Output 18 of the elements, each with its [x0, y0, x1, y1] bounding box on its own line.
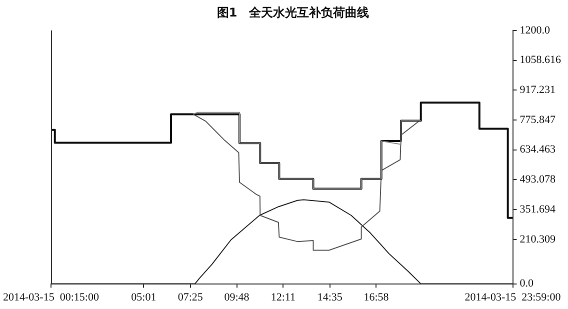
y-tick-label: 351.694 [520, 203, 556, 216]
y-tick-label: 493.078 [520, 174, 556, 186]
x-tick-label: 14:35 [317, 291, 343, 304]
y-tick-label: 1058.616 [520, 54, 562, 66]
y-tick-label: 210.309 [520, 233, 556, 246]
chart-title: 图1 全天水光互补负荷曲线 [216, 5, 370, 20]
x-tick-label: 07:25 [178, 291, 204, 304]
y-tick-label: 634.463 [520, 144, 556, 156]
y-tick-label: 1200.0 [520, 24, 550, 36]
x-tick-label: 2014-03-15 00:15:00 [2, 291, 100, 304]
y-tick-label: 0.0 [520, 278, 534, 290]
y-tick-label: 775.847 [520, 114, 556, 126]
x-tick-label: 12:11 [270, 291, 296, 304]
x-tick-label: 09:48 [224, 291, 250, 304]
x-tick-label: 2014-03-15 23:59:00 [464, 291, 562, 304]
y-tick-label: 917.231 [520, 84, 556, 96]
x-tick-label: 16:58 [364, 291, 390, 304]
x-tick-label: 05:01 [131, 291, 156, 304]
